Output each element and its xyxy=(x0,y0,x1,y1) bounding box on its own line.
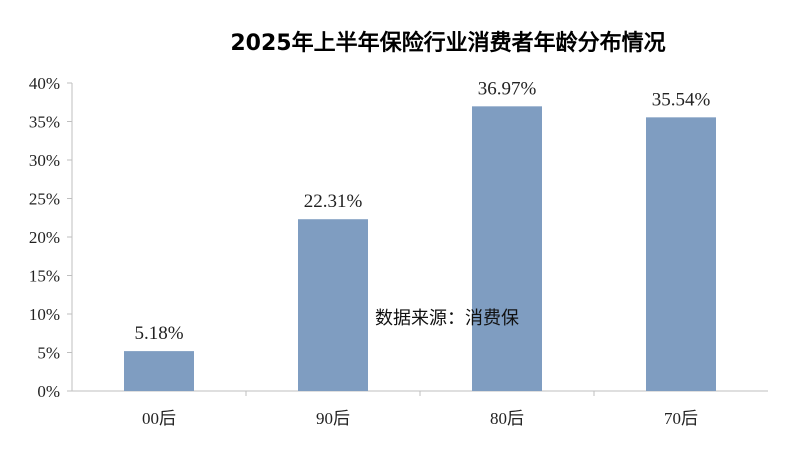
x-tick-label: 00后 xyxy=(142,409,176,428)
x-axis-ticks: 00后 90后 80后 70后 xyxy=(142,391,698,428)
y-tick-label: 40% xyxy=(29,74,60,93)
y-tick-label: 35% xyxy=(29,113,60,132)
data-label: 5.18% xyxy=(134,323,183,344)
y-tick-label: 30% xyxy=(29,151,60,170)
chart-title: 2025年上半年保险行业消费者年龄分布情况 xyxy=(230,30,665,56)
data-label: 36.97% xyxy=(478,78,537,99)
y-axis-ticks: 0% 5% 10% 15% 20% 25% 30% 35% 40% xyxy=(29,74,72,401)
data-label: 35.54% xyxy=(652,89,711,110)
y-tick-label: 15% xyxy=(29,267,60,286)
source-annotation: 数据来源：消费保 xyxy=(375,308,519,329)
y-tick-label: 20% xyxy=(29,228,60,247)
y-tick-label: 25% xyxy=(29,190,60,209)
y-tick-label: 10% xyxy=(29,305,60,324)
bar xyxy=(124,351,194,391)
data-labels: 5.18% 22.31% 36.97% 35.54% xyxy=(134,78,710,344)
bars xyxy=(124,106,716,392)
bar xyxy=(472,106,542,392)
bar xyxy=(646,117,716,391)
x-tick-label: 70后 xyxy=(664,409,698,428)
x-tick-label: 80后 xyxy=(490,409,524,428)
y-tick-label: 0% xyxy=(37,382,60,401)
data-label: 22.31% xyxy=(304,191,363,212)
bar xyxy=(298,219,368,391)
x-tick-label: 90后 xyxy=(316,409,350,428)
y-tick-label: 5% xyxy=(37,344,60,363)
